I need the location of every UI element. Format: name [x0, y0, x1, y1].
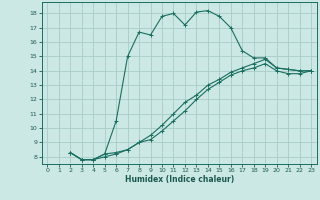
X-axis label: Humidex (Indice chaleur): Humidex (Indice chaleur)	[124, 175, 234, 184]
